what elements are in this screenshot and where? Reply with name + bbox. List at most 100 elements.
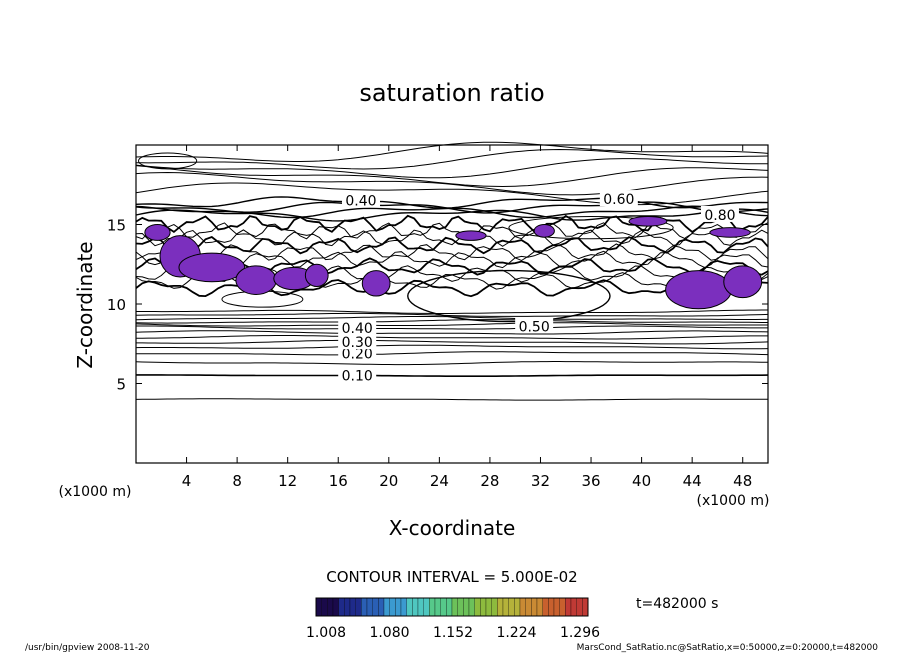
x-axis-ticks: 4 8 12 16 20 24 28 32 36 40 44 48 (182, 145, 752, 490)
contour-line (135, 165, 769, 188)
contour-line (136, 351, 769, 356)
contour-label-bg (515, 317, 554, 334)
contour-line (135, 148, 769, 170)
contour-line (135, 141, 769, 162)
shaded-region (533, 224, 555, 238)
contour-line (136, 339, 769, 345)
colorbar-cell (457, 597, 464, 617)
colorbar-cell (395, 597, 402, 617)
colorbar-cell (485, 597, 492, 617)
colorbar-tick-label: 1.080 (369, 625, 409, 641)
contour-line (135, 361, 769, 366)
x-tick-label: 32 (531, 472, 550, 490)
x-axis-label: X-coordinate (389, 516, 516, 540)
x-unit-label-left: (x1000 m) (59, 484, 132, 500)
colorbar-cell (497, 597, 504, 617)
colorbar-cell (406, 597, 413, 617)
colorbar-tick-label: 1.224 (496, 625, 536, 641)
colorbar-cell (440, 597, 447, 617)
contour-label-bg (338, 366, 377, 383)
y-axis-label: Z-coordinate (73, 241, 97, 368)
shaded-region (235, 265, 277, 295)
colorbar-cell (417, 597, 424, 617)
colorbar-cell (519, 597, 526, 617)
x-tick-label: 4 (182, 472, 192, 490)
y-axis-ticks: 5 10 15 (107, 217, 768, 394)
colorbar-cell (332, 597, 339, 617)
contour-interval: CONTOUR INTERVAL = 5.000E-02 (326, 568, 577, 586)
contour-label: 0.20 (342, 346, 373, 362)
colorbar-cell (372, 597, 379, 617)
colorbar-cell (355, 597, 362, 617)
colorbar-cell (315, 597, 322, 617)
contour-line (135, 196, 769, 209)
colorbar-tick-label: 1.152 (433, 625, 473, 641)
colorbar-cell (434, 597, 441, 617)
x-tick-label: 16 (329, 472, 348, 490)
contour-label: 0.60 (603, 192, 634, 208)
contour-blob (407, 269, 611, 323)
contour-line (135, 344, 769, 350)
contour-line (135, 222, 769, 240)
colorbar-cell (468, 597, 475, 617)
shaded-region (361, 270, 391, 297)
x-unit-label-right: (x1000 m) (697, 493, 770, 509)
contour-line (136, 309, 768, 314)
x-tick-label: 48 (733, 472, 752, 490)
contour-labels: 0.100.200.300.40 0.500.600.400.80 (338, 190, 739, 385)
colorbar-cell (321, 597, 328, 617)
contour-line (135, 319, 768, 324)
contour-line (136, 335, 768, 340)
colorbar-tick-labels: 1.008 1.080 1.152 1.224 1.296 (306, 625, 600, 641)
colorbar (315, 597, 589, 617)
colorbar-tick-label: 1.296 (560, 625, 600, 641)
contour-line (135, 182, 769, 206)
contour-blob (138, 152, 198, 170)
time-label: t=482000 s (636, 596, 718, 612)
contour-label-bg (338, 318, 377, 335)
contour-line (135, 322, 768, 327)
supersaturation-shading (144, 216, 763, 310)
contour-line (135, 235, 769, 255)
colorbar-cell (491, 597, 498, 617)
x-tick-label: 24 (430, 472, 449, 490)
contour-blob (508, 216, 674, 240)
colorbar-cell (349, 597, 356, 617)
contour-label: 0.10 (342, 369, 373, 385)
colorbar-cell (338, 597, 345, 617)
shaded-region (665, 270, 732, 310)
colorbar-cell (344, 597, 351, 617)
colorbar-cell (570, 597, 577, 617)
x-tick-label: 12 (278, 472, 297, 490)
contour-label: 0.40 (342, 321, 373, 337)
colorbar-cell (423, 597, 430, 617)
colorbar-cell (378, 597, 385, 617)
contour-line (135, 398, 768, 401)
colorbar-cell (451, 597, 458, 617)
colorbar-cell (383, 597, 390, 617)
colorbar-cell (389, 597, 396, 617)
colorbar-cell (514, 597, 521, 617)
colorbar-cell (565, 597, 572, 617)
shaded-region (709, 227, 751, 238)
contour-line (135, 201, 769, 214)
colorbar-cell (463, 597, 470, 617)
contour-line (136, 325, 768, 330)
colorbar-cell (361, 597, 368, 617)
y-tick-label: 10 (107, 296, 126, 314)
contour-lines (135, 141, 769, 401)
x-tick-label: 28 (480, 472, 499, 490)
contour-label: 0.50 (519, 319, 550, 335)
plot-frame (135, 144, 769, 464)
contour-label-bg (599, 190, 638, 207)
contour-label: 0.30 (342, 335, 373, 351)
contour-line (135, 312, 769, 317)
colorbar-cell (366, 597, 373, 617)
shaded-region (304, 263, 329, 288)
contour-line (136, 374, 769, 377)
shaded-region (144, 224, 171, 241)
colorbar-frame (315, 597, 589, 617)
colorbar-cell (582, 597, 589, 617)
colorbar-cell (400, 597, 407, 617)
